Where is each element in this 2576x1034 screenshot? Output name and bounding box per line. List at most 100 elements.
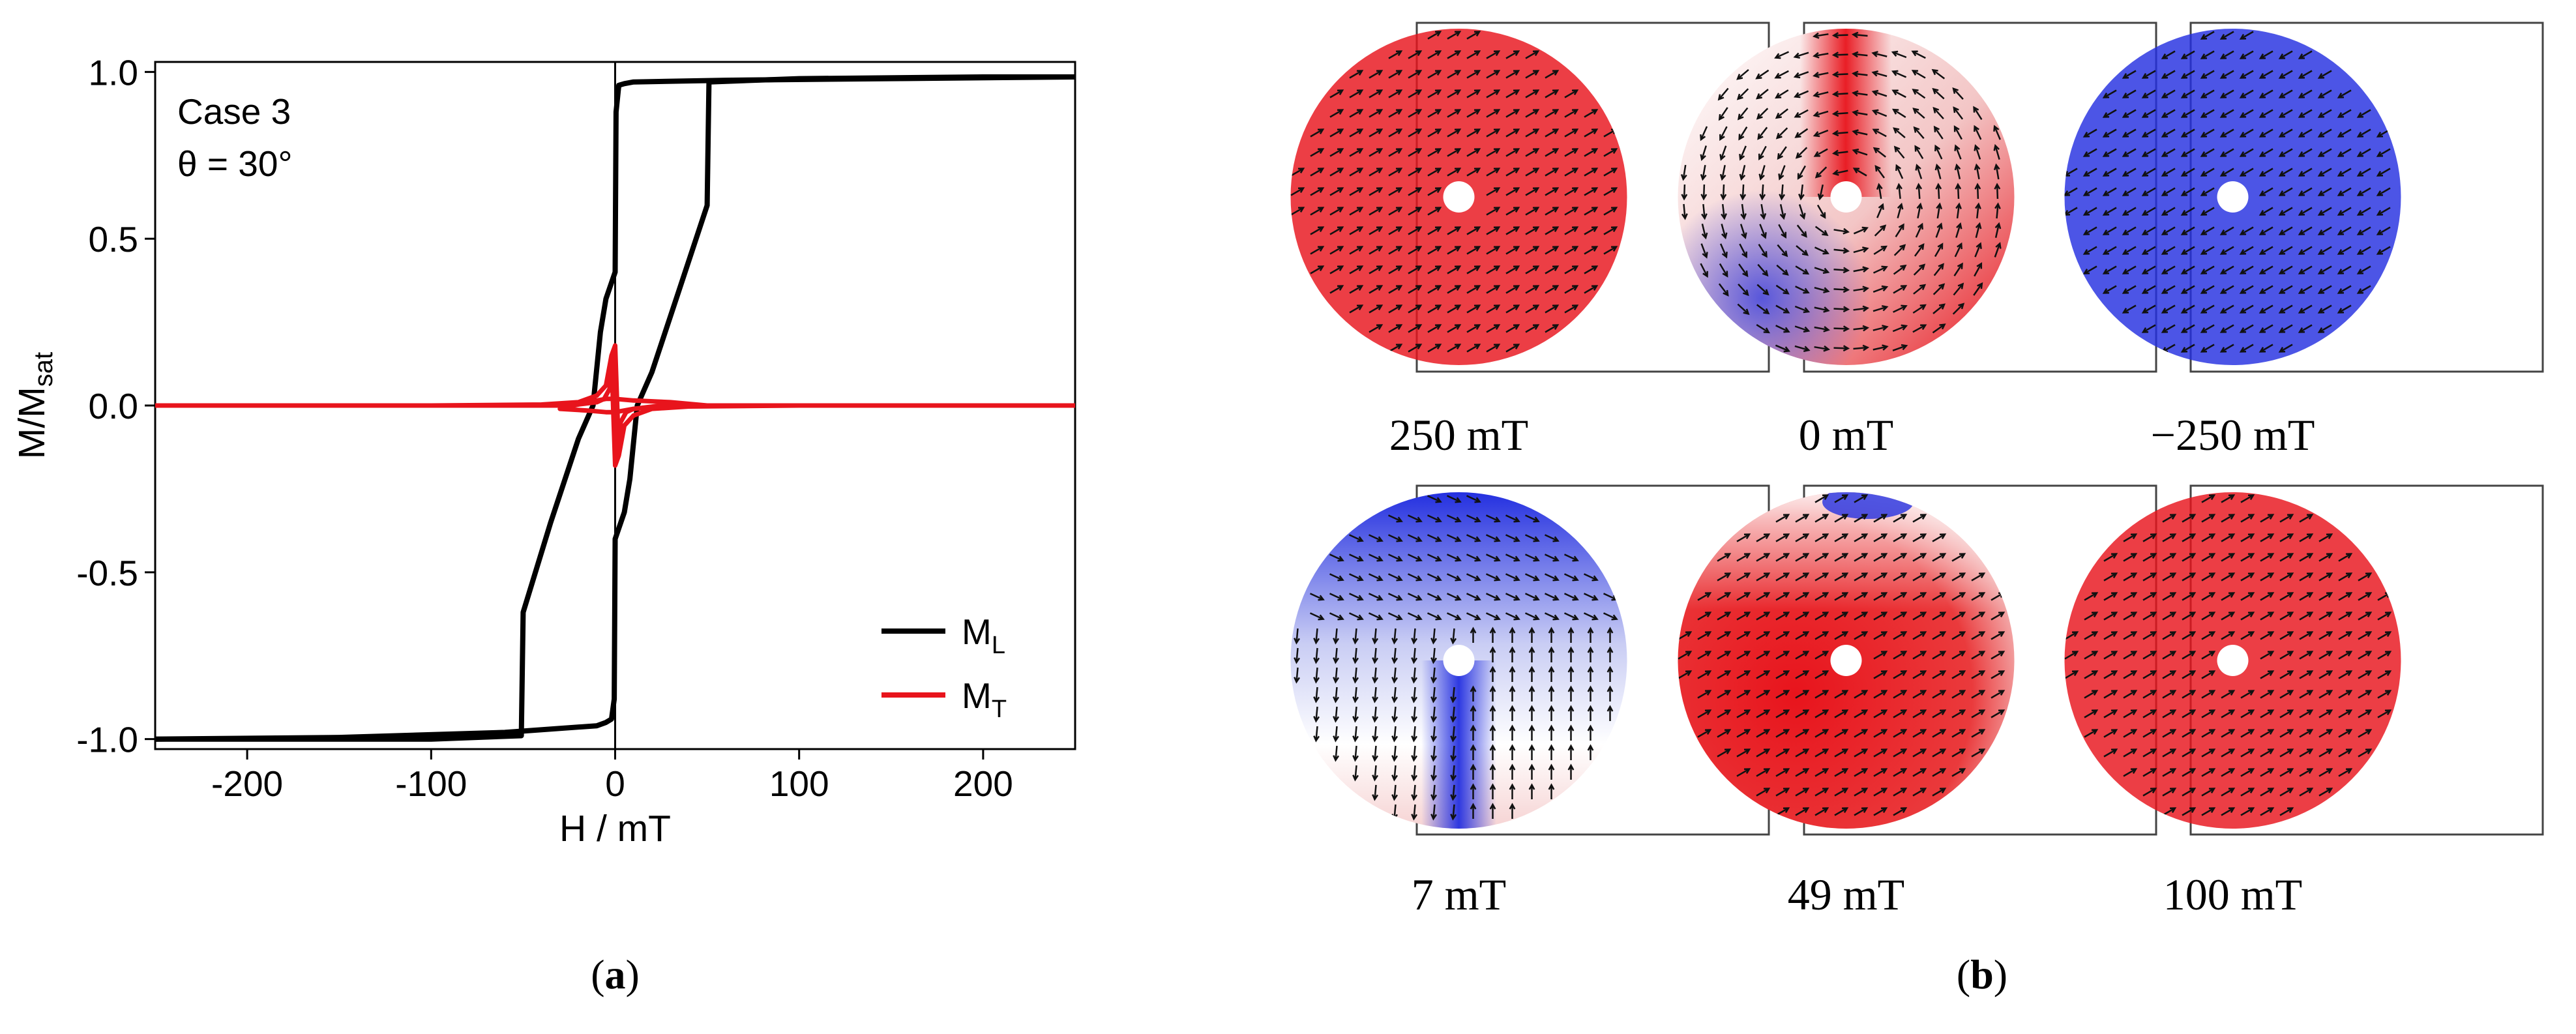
magnetization-arrow	[2240, 612, 2255, 621]
magnetization-arrow	[2258, 187, 2273, 196]
magnetization-arrow	[1411, 628, 1418, 645]
magnetization-arrow	[1372, 687, 1379, 703]
magnetization-arrow	[1309, 612, 1325, 621]
magnetization-arrow	[1466, 148, 1481, 157]
magnetization-arrow	[1290, 207, 1305, 216]
magnetization-arrow	[1932, 709, 1947, 718]
magnetization-arrow	[2082, 128, 2097, 138]
magnetization-arrow	[1814, 612, 1829, 621]
magnetization-arrow	[1796, 245, 1809, 256]
magnetization-arrow	[1912, 748, 1927, 758]
magnetization-arrow	[1606, 685, 1614, 702]
magnetization-arrow	[1466, 168, 1481, 177]
magnetization-arrow	[1876, 203, 1884, 218]
magnetization-arrow	[1951, 651, 1966, 660]
magnetization-arrow	[2240, 709, 2255, 718]
magnetization-arrow	[1873, 592, 1888, 601]
magnetization-arrow	[1971, 748, 1986, 758]
magnetization-arrow	[1756, 670, 1771, 679]
magnetization-arrow	[1813, 129, 1829, 138]
magnetization-arrow	[1932, 87, 1945, 100]
magnetization-arrow	[1719, 243, 1728, 259]
magnetization-arrow	[2239, 265, 2254, 274]
magnetization-arrow	[1973, 282, 1983, 296]
magnetization-arrow	[1873, 690, 1888, 699]
magnetization-arrow	[1505, 573, 1520, 582]
magnetization-arrow	[1329, 554, 1344, 562]
magnetization-arrow	[1313, 687, 1320, 703]
magnetization-arrow	[1369, 148, 1384, 157]
magnetization-arrow	[2200, 265, 2215, 274]
magnetization-arrow	[2123, 651, 2138, 660]
magnetization-arrow	[1587, 666, 1594, 682]
magnetization-arrow	[2258, 128, 2273, 138]
magnetization-arrow	[1548, 627, 1555, 643]
magnetization-arrow	[1388, 187, 1403, 196]
magnetization-arrow	[1893, 768, 1908, 777]
magnetization-arrow	[2260, 514, 2275, 523]
magnetization-arrow	[2298, 324, 2313, 333]
magnetization-arrow	[2219, 285, 2234, 294]
magnetization-arrow	[1718, 107, 1728, 121]
magnetization-arrow	[1834, 709, 1849, 718]
magnetization-arrow	[2219, 148, 2234, 157]
snapshot-label: 100 mT	[2163, 870, 2302, 919]
magnetization-arrow	[2338, 748, 2353, 758]
magnetization-arrow	[1913, 284, 1927, 295]
magnetization-arrow	[2102, 128, 2117, 138]
magnetization-arrow	[1564, 207, 1579, 216]
magnetization-arrow	[2102, 285, 2117, 294]
magnetization-arrow	[1583, 573, 1599, 582]
magnetization-arrow	[1408, 187, 1423, 196]
magnetization-arrow	[2317, 168, 2332, 177]
magnetization-arrow	[1871, 70, 1888, 78]
magnetization-arrow	[2377, 709, 2392, 718]
magnetization-arrow	[1756, 108, 1769, 120]
magnetization-arrow	[1525, 89, 1540, 98]
magnetization-arrow	[1717, 670, 1732, 679]
magnetization-arrow	[1795, 612, 1810, 621]
magnetization-arrow	[2298, 226, 2313, 235]
magnetization-arrow	[1329, 285, 1344, 294]
magnetization-arrow	[2103, 572, 2118, 582]
magnetization-arrow	[1756, 631, 1771, 640]
magnetization-arrow	[1407, 612, 1423, 621]
magnetization-arrow	[2337, 285, 2352, 294]
magnetization-arrow	[1391, 667, 1399, 684]
magnetization-arrow	[1795, 533, 1810, 542]
magnetization-arrow	[2162, 572, 2177, 582]
magnetization-arrow	[1391, 647, 1399, 664]
magnetization-arrow	[1757, 126, 1768, 140]
magnetization-arrow	[1545, 246, 1560, 255]
magnetization-arrow	[2299, 651, 2314, 660]
magnetization-arrow	[1951, 690, 1966, 699]
magnetization-arrow	[1854, 709, 1869, 718]
magnetization-arrow	[1795, 631, 1810, 640]
magnetization-arrow	[2278, 285, 2293, 294]
magnetization-arrow	[1391, 706, 1399, 723]
magnetization-arrow	[2279, 690, 2294, 699]
magnetization-arrow	[1333, 687, 1340, 703]
magnetization-arrow	[1993, 143, 2000, 160]
magnetization-arrow	[2082, 187, 2097, 196]
magnetization-arrow	[2258, 207, 2273, 216]
magnetization-arrow	[2298, 89, 2313, 98]
magnetization-arrow	[1329, 168, 1344, 177]
magnetization-arrow	[1290, 187, 1305, 196]
magnetization-arrow	[1587, 724, 1594, 741]
magnetization-arrow	[1470, 724, 1477, 741]
magnetization-arrow	[1893, 285, 1908, 294]
magnetization-arrow	[2102, 246, 2117, 255]
magnetization-arrow	[2338, 612, 2353, 621]
magnetization-arrow	[1951, 612, 1966, 621]
magnetization-arrow	[2318, 709, 2333, 718]
magnetization-arrow	[1427, 324, 1442, 333]
magnetization-arrow	[2161, 246, 2176, 255]
magnetization-arrow	[2141, 246, 2156, 255]
magnetization-arrow	[1466, 226, 1481, 235]
magnetization-arrow	[1505, 148, 1520, 157]
magnetization-arrow	[1814, 267, 1830, 274]
magnetization-arrow	[2337, 265, 2352, 274]
magnetization-arrow	[1387, 534, 1403, 542]
snapshot-100mT: 100 mT	[2064, 484, 2544, 919]
